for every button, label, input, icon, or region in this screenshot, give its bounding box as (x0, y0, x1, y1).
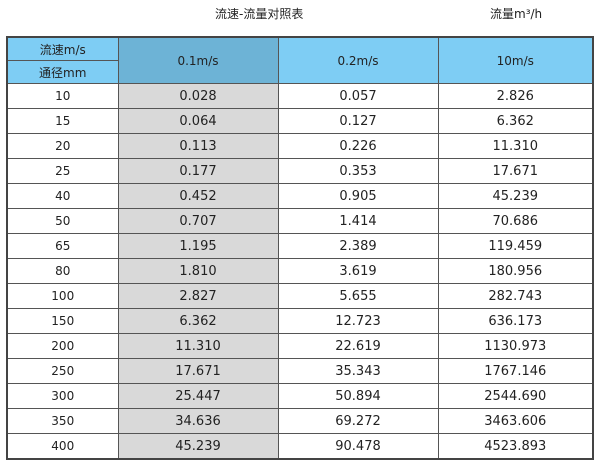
diameter-cell: 15 (6, 108, 119, 134)
flow-cell: 5.655 (277, 283, 439, 309)
table-row: 250 17.671 35.343 1767.146 (6, 358, 594, 384)
table-row: 15 0.064 0.127 6.362 (6, 108, 594, 134)
flow-cell: 25.447 (117, 383, 279, 409)
flow-cell: 45.239 (437, 183, 594, 209)
table-row: 350 34.636 69.272 3463.606 (6, 408, 594, 434)
flow-cell: 0.226 (277, 133, 439, 159)
table-row: 10 0.028 0.057 2.826 (6, 83, 594, 109)
flow-cell: 0.064 (117, 108, 279, 134)
flow-cell: 0.905 (277, 183, 439, 209)
diameter-cell: 25 (6, 158, 119, 184)
column-header-0.2[interactable]: 0.2m/s (277, 36, 439, 84)
header-row-2: 通径mm (6, 60, 593, 84)
flow-cell: 6.362 (117, 308, 279, 334)
diameter-cell: 10 (6, 83, 119, 109)
flow-cell: 119.459 (437, 233, 594, 259)
flow-velocity-table: 流速m/s 0.1m/s 0.2m/s 10m/s 通径mm 10 0.028 0.… (6, 36, 594, 460)
flow-cell: 1.195 (117, 233, 279, 259)
flow-cell: 70.686 (437, 208, 594, 234)
diameter-cell: 20 (6, 133, 119, 159)
diameter-cell: 250 (6, 358, 119, 384)
flow-cell: 90.478 (277, 433, 439, 460)
diameter-cell: 40 (6, 183, 119, 209)
flow-cell: 2.389 (277, 233, 439, 259)
flow-cell: 636.173 (437, 308, 594, 334)
table-row: 200 11.310 22.619 1130.973 (6, 333, 594, 359)
column-header-0.1[interactable]: 0.1m/s (117, 36, 279, 84)
flow-cell: 50.894 (277, 383, 439, 409)
table-row: 300 25.447 50.894 2544.690 (6, 383, 594, 409)
flow-cell: 35.343 (277, 358, 439, 384)
flow-cell: 4523.893 (437, 433, 594, 460)
table-row: 100 2.827 5.655 282.743 (6, 283, 594, 309)
table-row: 65 1.195 2.389 119.459 (6, 233, 594, 259)
diameter-cell: 100 (6, 283, 119, 309)
velocity-header: 流速m/s (6, 36, 119, 61)
flow-cell: 0.452 (117, 183, 279, 209)
flow-cell: 0.028 (117, 83, 279, 109)
diameter-cell: 150 (6, 308, 119, 334)
flow-cell: 0.353 (277, 158, 439, 184)
diameter-cell: 400 (6, 433, 119, 460)
flow-cell: 12.723 (277, 308, 439, 334)
flow-cell: 0.707 (117, 208, 279, 234)
diameter-cell: 200 (6, 333, 119, 359)
flow-cell: 34.636 (117, 408, 279, 434)
flow-cell: 1.810 (117, 258, 279, 284)
table-row: 80 1.810 3.619 180.956 (6, 258, 594, 284)
table-row: 40 0.452 0.905 45.239 (6, 183, 594, 209)
flow-cell: 1.414 (277, 208, 439, 234)
diameter-cell: 80 (6, 258, 119, 284)
table-row: 150 6.362 12.723 636.173 (6, 308, 594, 334)
table-row: 50 0.707 1.414 70.686 (6, 208, 594, 234)
table-row: 20 0.113 0.226 11.310 (6, 133, 594, 159)
flow-cell: 0.177 (117, 158, 279, 184)
diameter-cell: 50 (6, 208, 119, 234)
flow-cell: 45.239 (117, 433, 279, 460)
flow-cell: 6.362 (437, 108, 594, 134)
flow-cell: 1130.973 (437, 333, 594, 359)
table-row: 400 45.239 90.478 4523.893 (6, 433, 594, 460)
flow-cell: 1767.146 (437, 358, 594, 384)
table-title: 流速-流量对照表 (215, 7, 304, 21)
flow-cell: 0.127 (277, 108, 439, 134)
header-row: 流速m/s 0.1m/s 0.2m/s 10m/s (6, 36, 594, 84)
flow-cell: 282.743 (437, 283, 594, 309)
flow-cell: 11.310 (117, 333, 279, 359)
flow-cell: 0.113 (117, 133, 279, 159)
flow-cell: 17.671 (117, 358, 279, 384)
diameter-cell: 300 (6, 383, 119, 409)
flow-cell: 11.310 (437, 133, 594, 159)
table-row: 25 0.177 0.353 17.671 (6, 158, 594, 184)
flow-cell: 3.619 (277, 258, 439, 284)
unit-label: 流量m³/h (490, 7, 543, 21)
flow-cell: 17.671 (437, 158, 594, 184)
flow-cell: 180.956 (437, 258, 594, 284)
flow-cell: 69.272 (277, 408, 439, 434)
diameter-cell: 350 (6, 408, 119, 434)
flow-cell: 2544.690 (437, 383, 594, 409)
diameter-header: 通径mm (6, 60, 119, 84)
flow-cell: 2.827 (117, 283, 279, 309)
diameter-cell: 65 (6, 233, 119, 259)
flow-cell: 2.826 (437, 83, 594, 109)
flow-cell: 0.057 (277, 83, 439, 109)
flow-cell: 3463.606 (437, 408, 594, 434)
column-header-10[interactable]: 10m/s (437, 36, 594, 84)
flow-cell: 22.619 (277, 333, 439, 359)
